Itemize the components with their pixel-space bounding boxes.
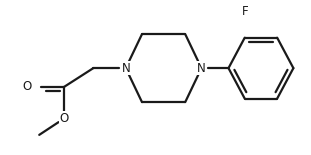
Text: O: O: [59, 112, 69, 125]
Text: O: O: [23, 80, 32, 93]
Text: N: N: [197, 62, 206, 75]
Text: N: N: [121, 62, 130, 75]
Text: F: F: [241, 5, 248, 18]
